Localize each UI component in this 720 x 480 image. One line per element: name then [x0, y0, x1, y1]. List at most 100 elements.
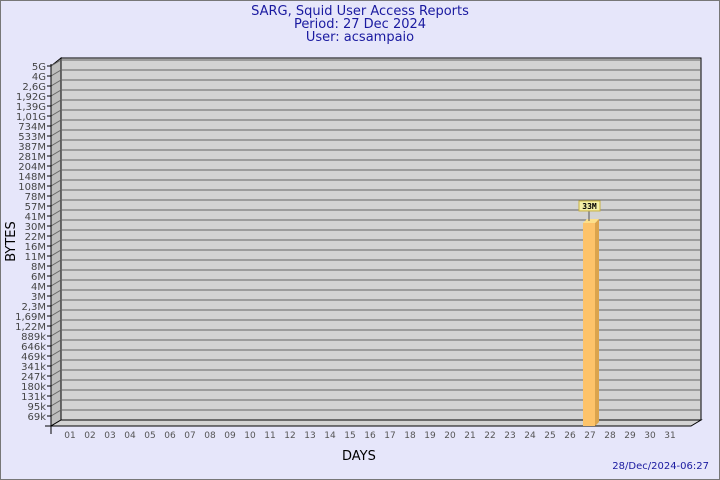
x-tick-label: 19: [424, 431, 436, 441]
grid-diagonal: [50, 269, 62, 277]
grid-diagonal: [50, 279, 62, 287]
x-tick-label: 09: [224, 431, 236, 441]
chart-title: SARG, Squid User Access Reports: [251, 4, 469, 19]
back-wall: [60, 57, 702, 421]
grid-diagonal: [50, 129, 62, 137]
y-tick-label: 95k: [27, 402, 46, 413]
x-tick-label: 15: [344, 431, 355, 441]
chart-user: User: acsampaio: [305, 30, 415, 45]
x-tick-label: 12: [284, 431, 295, 441]
grid-diagonal: [50, 149, 62, 157]
grid-diagonal: [50, 289, 62, 297]
timestamp: 28/Dec/2024-06:27: [612, 461, 709, 472]
grid-diagonal: [50, 229, 62, 237]
y-tick-label: 41M: [25, 212, 46, 223]
grid-diagonal: [50, 59, 62, 67]
x-tick-label: 18: [404, 431, 416, 441]
y-tick-label: 4M: [31, 282, 46, 293]
grid-diagonal: [50, 109, 62, 117]
bar: [583, 222, 595, 426]
y-tick-label: 204M: [18, 162, 46, 173]
grid-diagonal: [50, 329, 62, 337]
x-tick-label: 24: [524, 431, 536, 441]
x-tick-label: 23: [504, 431, 515, 441]
grid-diagonal: [50, 299, 62, 307]
y-tick-label: 1,22M: [15, 322, 46, 333]
grid-diagonal: [50, 319, 62, 327]
grid-diagonal: [50, 209, 62, 217]
y-tick-label: 16M: [25, 242, 46, 253]
y-tick-label: 108M: [18, 182, 46, 193]
bar-side: [595, 218, 599, 426]
y-axis-label: BYTES: [3, 221, 19, 262]
y-tick-label: 148M: [18, 172, 46, 183]
x-tick-label: 07: [184, 431, 195, 441]
x-tick-label: 14: [324, 431, 336, 441]
y-tick-label: 57M: [25, 202, 46, 213]
y-tick-label: 8M: [31, 262, 46, 273]
y-tick-label: 247k: [21, 372, 46, 383]
y-tick-label: 2,3M: [21, 302, 46, 313]
grid-diagonal: [50, 169, 62, 177]
grid-diagonal: [50, 219, 62, 227]
y-tick-label: 5G: [32, 62, 46, 73]
grid-diagonal: [50, 239, 62, 247]
y-tick-label: 533M: [18, 132, 46, 143]
x-tick-label: 05: [144, 431, 155, 441]
grid-diagonal: [50, 199, 62, 207]
x-tick-label: 20: [444, 431, 456, 441]
y-tick-label: 281M: [18, 152, 46, 163]
y-tick-label: 4G: [32, 72, 46, 83]
x-tick-label: 01: [64, 431, 75, 441]
x-tick-label: 02: [84, 431, 95, 441]
y-tick-label: 131k: [21, 392, 46, 403]
x-tick-label: 31: [664, 431, 675, 441]
grid-diagonal: [50, 309, 62, 317]
y-tick-label: 22M: [25, 232, 46, 243]
grid-diagonal: [50, 179, 62, 187]
y-tick-label: 646k: [21, 342, 46, 353]
x-tick-label: 04: [124, 431, 136, 441]
y-tick-label: 469k: [21, 352, 46, 363]
grid-diagonal: [50, 99, 62, 107]
x-tick-label: 29: [624, 431, 636, 441]
grid-diagonal: [50, 369, 62, 377]
y-tick-label: 734M: [18, 122, 46, 133]
grid-diagonal: [50, 249, 62, 257]
y-tick-label: 1,92G: [16, 92, 46, 103]
x-tick-label: 26: [564, 431, 576, 441]
grid-diagonal: [50, 349, 62, 357]
y-tick-label: 11M: [25, 252, 46, 263]
grid-diagonal: [50, 119, 62, 127]
x-tick-label: 25: [544, 431, 555, 441]
y-tick-label: 889k: [21, 332, 46, 343]
x-tick-label: 16: [364, 431, 376, 441]
grid-diagonal: [50, 339, 62, 347]
grid-diagonal: [50, 409, 62, 417]
grid-diagonal: [50, 159, 62, 167]
grid-diagonal: [50, 399, 62, 407]
x-axis-label: DAYS: [342, 449, 376, 464]
grid-diagonal: [50, 379, 62, 387]
grid-diagonal: [50, 359, 62, 367]
x-tick-label: 28: [604, 431, 616, 441]
x-tick-label: 11: [264, 431, 275, 441]
y-tick-label: 180k: [21, 382, 46, 393]
grid-diagonal: [50, 259, 62, 267]
y-tick-label: 1,39G: [16, 102, 46, 113]
y-tick-label: 341k: [21, 362, 46, 373]
y-tick-label: 387M: [18, 142, 46, 153]
x-tick-label: 06: [164, 431, 176, 441]
y-tick-label: 78M: [25, 192, 46, 203]
bar-label: 33M: [582, 202, 597, 211]
x-tick-label: 22: [484, 431, 495, 441]
x-tick-label: 21: [464, 431, 475, 441]
y-tick-label: 3M: [31, 292, 46, 303]
x-tick-label: 27: [584, 431, 595, 441]
x-tick-label: 08: [204, 431, 216, 441]
grid-diagonal: [50, 139, 62, 147]
grid-diagonal: [50, 389, 62, 397]
y-tick-label: 1,69M: [15, 312, 46, 323]
